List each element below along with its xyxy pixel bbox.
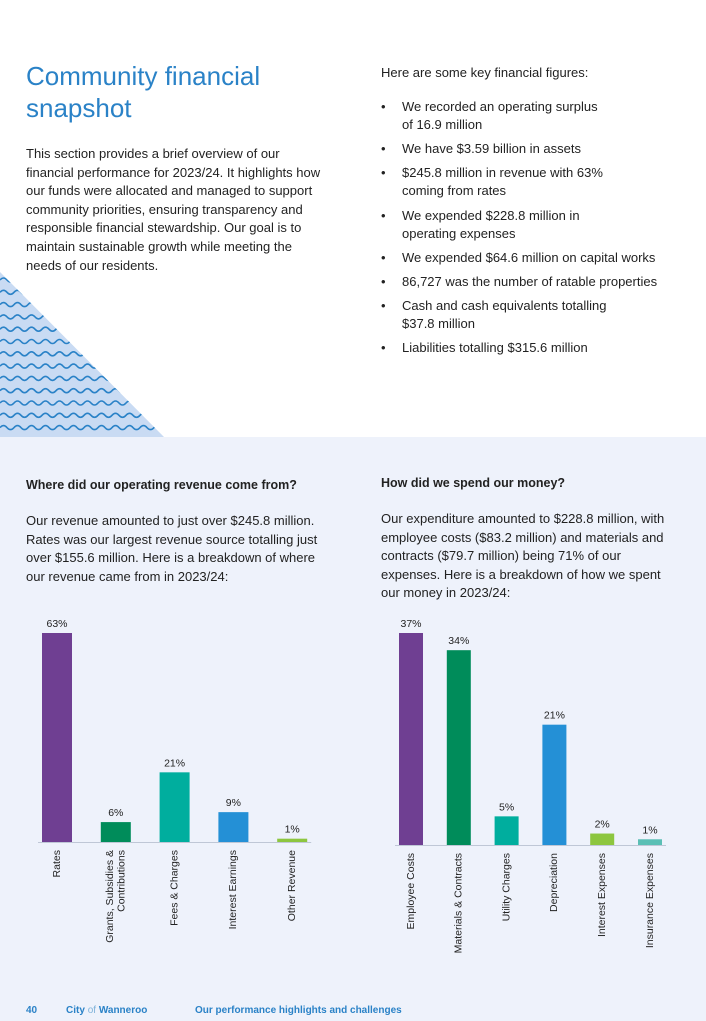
- org-city: City: [66, 1005, 85, 1016]
- wave-line: [0, 424, 165, 431]
- chart-category-label: Other Revenue: [286, 850, 298, 921]
- org-of: of: [87, 1005, 97, 1016]
- page-number: 40: [26, 1005, 38, 1016]
- key-figure-item: We recorded an operating surplus of 16.9…: [381, 98, 611, 134]
- wave-pattern-decoration: [0, 272, 165, 438]
- expenditure-bar-chart: 37% Employee Costs 34% Materials & Contract…: [395, 618, 666, 953]
- chart-bar: [218, 812, 249, 842]
- key-figure-item: Liabilities totalling $315.6 million: [381, 339, 681, 357]
- chart-bar: [542, 724, 567, 845]
- key-figures-heading: Here are some key financial figures:: [381, 65, 589, 80]
- chart-bar: [100, 822, 131, 842]
- chart-category-label: Interest Earnings: [227, 850, 239, 929]
- chart-value-label: 1%: [642, 824, 657, 836]
- key-figure-item: We expended $64.6 million on capital wor…: [381, 249, 681, 267]
- chart-bar: [277, 838, 308, 842]
- intro-paragraph: This section provides a brief overview o…: [26, 146, 321, 273]
- chart-value-label: 37%: [400, 618, 421, 630]
- key-figure-item: We have $3.59 billion in assets: [381, 140, 681, 158]
- page-title: Community financial snapshot: [26, 61, 261, 123]
- wave-line: [0, 289, 165, 296]
- section-title: Our performance highlights and challenge…: [195, 1005, 402, 1016]
- chart-bar: [638, 839, 662, 845]
- chart-bar: [42, 633, 72, 842]
- revenue-paragraph: Our revenue amounted to just over $245.8…: [26, 513, 318, 584]
- chart-bar: [590, 833, 615, 845]
- chart-category-label: Insurance Expenses: [644, 853, 656, 948]
- org-name: Wanneroo: [98, 1005, 148, 1016]
- wave-line: [0, 277, 165, 283]
- chart-value-label: 1%: [285, 824, 300, 836]
- chart-category-label: Employee Costs: [405, 853, 417, 929]
- chart-value-label: 5%: [499, 801, 514, 813]
- expenditure-paragraph: Our expenditure amounted to $228.8 milli…: [381, 511, 665, 601]
- chart-category-label: Interest Expenses: [596, 853, 608, 937]
- revenue-heading: Where did our operating revenue come fro…: [26, 478, 297, 492]
- key-figure-item: 86,727 was the number of ratable propert…: [381, 273, 691, 291]
- chart-value-label: 6%: [108, 807, 123, 819]
- chart-value-label: 9%: [226, 797, 241, 809]
- chart-category-label: Fees & Charges: [168, 850, 180, 926]
- chart-value-label: 21%: [164, 757, 185, 769]
- chart-category-label: Grants, Subsidies &: [104, 850, 116, 943]
- chart-bar: [494, 816, 519, 845]
- chart-category-label: Rates: [51, 850, 63, 877]
- expenditure-heading: How did we spend our money?: [381, 476, 566, 490]
- chart-category-label: Materials & Contracts: [453, 853, 465, 953]
- chart-category-label: Depreciation: [548, 853, 560, 912]
- organisation-name: City of Wanneroo: [66, 1005, 147, 1016]
- chart-value-label: 2%: [595, 819, 610, 831]
- wave-line: [0, 412, 165, 419]
- revenue-bar-chart: 63% Rates 6% Grants, Subsidies & Contributio…: [38, 618, 312, 943]
- charts-section-background: [0, 437, 706, 1021]
- chart-value-label: 21%: [544, 710, 565, 722]
- chart-category-label: Contributions: [115, 850, 127, 912]
- chart-bar: [446, 650, 471, 845]
- chart-category-label: Utility Charges: [500, 853, 512, 921]
- key-figure-item: $245.8 million in revenue with 63% comin…: [381, 164, 616, 200]
- key-figures-list: We recorded an operating surplus of 16.9…: [381, 98, 681, 364]
- chart-bar: [399, 633, 423, 845]
- chart-bar: [159, 772, 190, 842]
- chart-value-label: 34%: [448, 635, 469, 647]
- chart-value-label: 63%: [46, 618, 67, 630]
- key-figure-item: Cash and cash equivalents totalling $37.…: [381, 297, 631, 333]
- key-figure-item: We expended $228.8 million in operating …: [381, 207, 606, 243]
